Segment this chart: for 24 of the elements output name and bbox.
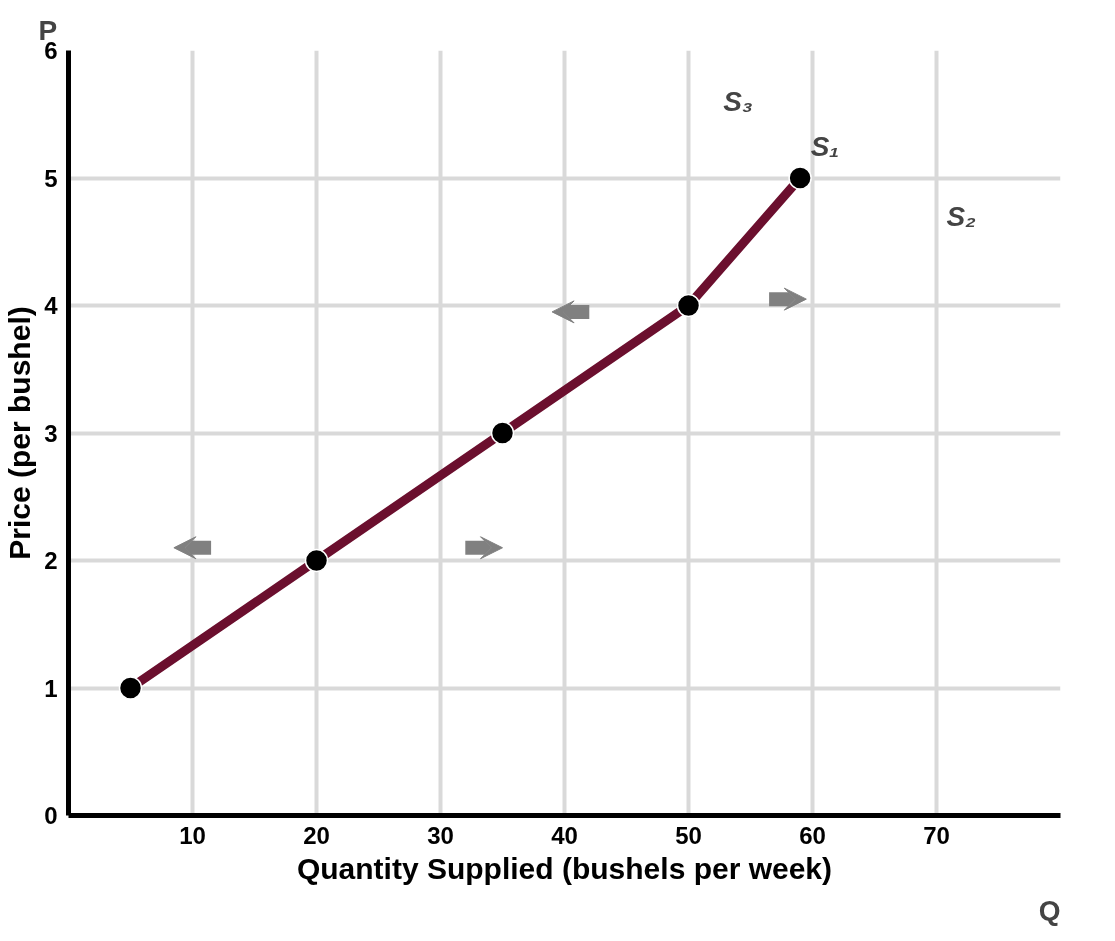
annotation: S₃ [723,86,753,117]
x-tick-label: 60 [799,821,826,849]
x-tick-label: 70 [923,821,950,849]
x-tick-label: 50 [675,821,702,849]
point [304,548,329,573]
x-tick-label: 40 [551,821,578,849]
annotation: S₂ [946,200,976,232]
y-tick-label: 2 [44,547,58,574]
point [788,166,812,190]
y-tick-label: 3 [44,419,58,447]
x-tick-label: 30 [427,821,454,849]
point [490,421,515,445]
y-tick-label: 4 [44,292,59,319]
y-tick-label: 1 [44,674,58,702]
point [118,676,143,700]
y-tick-label: 5 [44,164,58,192]
point [676,293,701,318]
y-axis-title: Price (per bushel) [3,306,37,560]
x-tick-label: 10 [179,821,206,849]
x-axis-title: Quantity Supplied (bushels per week) [296,851,833,885]
text: Q [1038,894,1061,926]
annotation: S₁ [810,130,840,162]
y-tick-label: 0 [44,802,58,829]
x-tick-label: 20 [303,821,330,849]
